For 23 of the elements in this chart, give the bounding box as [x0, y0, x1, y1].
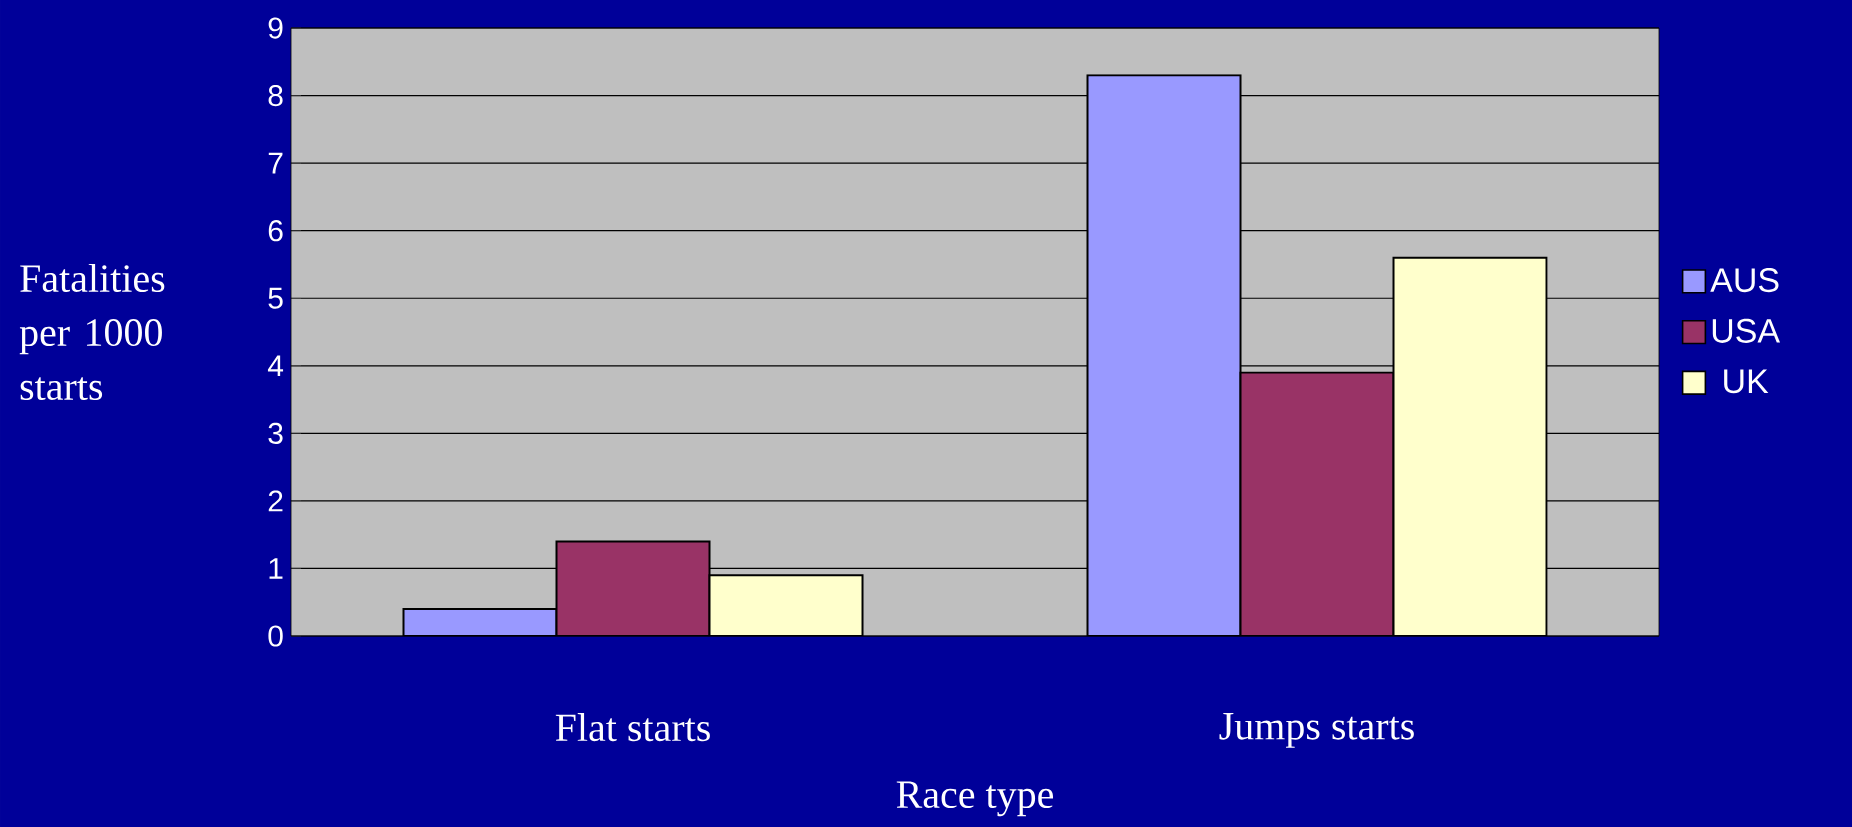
- y-tick-label: 7: [268, 152, 283, 174]
- bar: [1392, 256, 1548, 636]
- bar: [402, 607, 558, 636]
- x-tick-label: Flat starts: [555, 713, 710, 742]
- y-tick-label: 4: [267, 355, 284, 377]
- y-tick-label: 8: [268, 84, 283, 107]
- legend-label: AUS: [1710, 268, 1779, 293]
- y-tick-label: 6: [268, 220, 283, 242]
- y-axis-title: Fatalities per 1000 starts: [19, 263, 165, 401]
- bar: [1086, 74, 1242, 636]
- y-tick-label: 2: [268, 490, 283, 512]
- bar: [1239, 371, 1395, 636]
- y-tick-label: 1: [269, 558, 283, 579]
- y-tick-label: 9: [268, 17, 283, 39]
- y-tick-label: 3: [268, 422, 283, 444]
- bar: [708, 574, 864, 636]
- legend-label: UK: [1724, 369, 1769, 394]
- legend-label: USA: [1712, 318, 1781, 343]
- x-tick-label: Jumps starts: [1219, 713, 1414, 748]
- x-axis-title: Race type: [896, 781, 1054, 817]
- bar: [555, 540, 711, 636]
- y-tick-label: 5: [268, 287, 283, 309]
- y-tick-label: 0: [268, 625, 283, 647]
